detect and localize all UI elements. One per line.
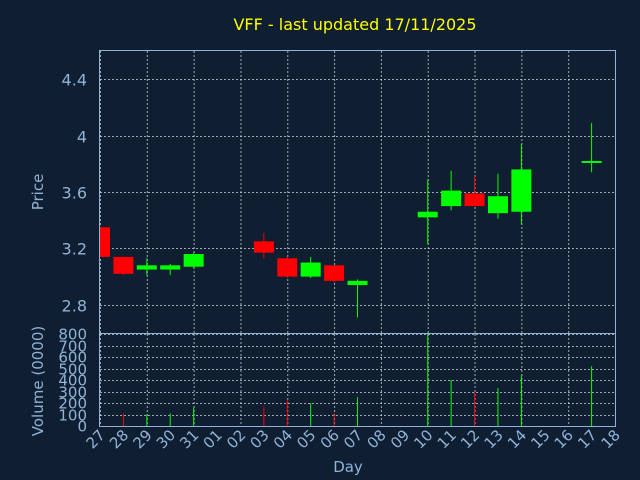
volume-tick-label: 200 (58, 395, 87, 413)
candle-body (160, 265, 181, 270)
candle-body (417, 211, 438, 218)
volume-bars (122, 334, 593, 426)
candle-body (464, 193, 485, 207)
candle-body (253, 241, 274, 253)
volume-axis-label: Volume (0000) (29, 326, 47, 436)
candle-body (100, 227, 110, 257)
candle-body (113, 256, 134, 274)
x-tick-label: 28 (106, 426, 132, 452)
price-tick-label: 3.6 (62, 184, 87, 203)
x-tick-label: 09 (387, 426, 413, 452)
volume-tick-label: 400 (58, 372, 87, 390)
candle-body (324, 265, 345, 281)
x-tick-label: 31 (176, 426, 202, 452)
volume-tick-label: 0 (77, 418, 87, 436)
price-axis-label: Price (29, 174, 47, 211)
candle-body (300, 262, 321, 277)
candle-body (581, 160, 602, 163)
candle-body (487, 196, 508, 214)
x-tick-label: 15 (527, 426, 553, 452)
x-tick-label: 10 (410, 426, 436, 452)
volume-tick-label: 500 (58, 361, 87, 379)
volume-tick-label: 300 (58, 384, 87, 402)
x-tick-label: 03 (246, 426, 272, 452)
volume-tick-label: 100 (58, 407, 87, 425)
x-tick-label: 08 (364, 426, 390, 452)
x-tick-label: 12 (457, 426, 483, 452)
price-tick-label: 4.4 (62, 71, 87, 90)
price-tick-label: 4 (77, 128, 87, 147)
price-panel: 2.8 3.2 3.6 4 4.4 (62, 50, 616, 334)
x-tick-label: 07 (340, 426, 366, 452)
volume-grid (100, 334, 616, 427)
x-tick-label: 02 (223, 426, 249, 452)
candle-body (347, 280, 368, 286)
x-tick-label: 06 (317, 426, 343, 452)
price-tick-label: 2.8 (62, 297, 87, 316)
price-tick-label: 3.2 (62, 240, 87, 259)
x-tick-label: 17 (574, 426, 600, 452)
x-axis-label: Day (333, 458, 363, 476)
volume-tick-label: 700 (58, 338, 87, 356)
volume-frame (99, 333, 616, 427)
x-tick-label: 14 (504, 426, 530, 452)
volume-tick-label: 800 (58, 326, 87, 344)
price-candles (99, 122, 602, 318)
chart-title: VFF - last updated 17/11/2025 (233, 15, 476, 34)
price-ticks: 2.8 3.2 3.6 4 4.4 (62, 71, 87, 316)
candle-body (277, 258, 298, 277)
x-tick-label: 13 (481, 426, 507, 452)
candle-body (441, 190, 462, 207)
x-tick-label: 29 (129, 426, 155, 452)
candle-body (136, 265, 157, 270)
x-tick-label: 05 (293, 426, 319, 452)
x-tick-label: 01 (200, 426, 226, 452)
x-tick-label: 16 (551, 426, 577, 452)
volume-tick-label: 600 (58, 349, 87, 367)
x-tick-label: 04 (270, 426, 296, 452)
x-tick-label: 18 (598, 426, 624, 452)
x-ticks: 2728293031010203040506070809101112131415… (83, 426, 624, 452)
x-tick-label: 30 (153, 426, 179, 452)
candle-body (511, 169, 532, 212)
candle-body (183, 254, 204, 267)
x-tick-label: 11 (434, 426, 460, 452)
